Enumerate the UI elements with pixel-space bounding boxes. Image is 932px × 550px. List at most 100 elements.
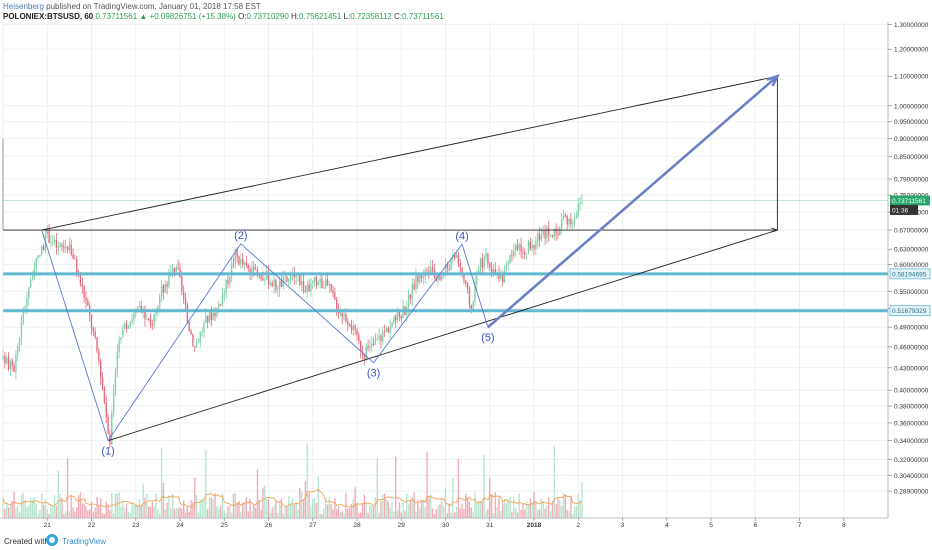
volume-bar bbox=[422, 499, 425, 518]
candle-body bbox=[437, 275, 439, 281]
volume-bar bbox=[46, 509, 48, 518]
volume-bar bbox=[535, 502, 537, 518]
candle-body bbox=[476, 274, 478, 284]
volume-bar bbox=[4, 508, 6, 518]
volume-bar bbox=[553, 446, 555, 518]
volume-bar bbox=[277, 513, 279, 518]
volume-bar bbox=[328, 496, 331, 518]
candle-body bbox=[319, 278, 321, 283]
volume-bar bbox=[225, 513, 227, 518]
candle-body bbox=[431, 267, 434, 271]
volume-bar bbox=[68, 511, 71, 518]
candle-body bbox=[391, 322, 393, 327]
volume-bar bbox=[538, 509, 541, 518]
volume-bar bbox=[234, 492, 237, 518]
volume-bar bbox=[402, 502, 404, 518]
candle-body bbox=[70, 244, 72, 255]
volume-bar bbox=[258, 500, 260, 518]
candle-body bbox=[465, 280, 467, 284]
volume-bar bbox=[118, 492, 120, 518]
wave-label: (2) bbox=[234, 230, 247, 242]
tradingview-brand[interactable]: TradingView bbox=[62, 537, 107, 546]
candle-body bbox=[240, 259, 242, 265]
candle-body bbox=[166, 284, 168, 287]
candle-body bbox=[219, 304, 222, 306]
candle-body bbox=[63, 246, 65, 249]
volume-bar bbox=[378, 512, 380, 518]
time-tick-label: 6 bbox=[753, 522, 757, 529]
time-tick-label: 22 bbox=[88, 522, 96, 529]
candle-body bbox=[459, 263, 461, 268]
volume-bar bbox=[41, 493, 43, 518]
time-tick-label: 3 bbox=[621, 522, 625, 529]
volume-bar bbox=[492, 512, 495, 518]
volume-bar bbox=[413, 492, 415, 518]
volume-bar bbox=[383, 493, 386, 518]
candle-body bbox=[507, 263, 509, 265]
candle-body bbox=[396, 311, 399, 321]
candle-body bbox=[4, 355, 6, 364]
candle-body bbox=[159, 296, 161, 307]
channel-upper-line bbox=[41, 75, 778, 231]
volume-bar bbox=[501, 501, 504, 518]
volume-bar bbox=[203, 499, 205, 518]
volume-bar bbox=[347, 508, 349, 518]
volume-bar bbox=[50, 505, 52, 518]
volume-bar bbox=[430, 494, 432, 518]
volume-bar bbox=[7, 507, 10, 518]
candle-body bbox=[260, 275, 262, 279]
candle-body bbox=[164, 284, 166, 293]
candle-body bbox=[513, 251, 515, 257]
publish-line: Heisenberg published on TradingView.com,… bbox=[3, 2, 261, 12]
candle-body bbox=[332, 290, 334, 293]
price-tag-countdown bbox=[890, 204, 918, 215]
volume-bar bbox=[223, 510, 225, 518]
time-tick-label: 4 bbox=[665, 522, 669, 529]
candle-body bbox=[463, 274, 465, 281]
candle-body bbox=[374, 339, 377, 345]
volume-bar bbox=[426, 451, 428, 518]
volume-bar bbox=[404, 511, 406, 518]
volume-bar bbox=[363, 494, 366, 518]
candle-body bbox=[328, 284, 331, 286]
volume-bar bbox=[278, 501, 281, 518]
volume-bar bbox=[356, 502, 358, 518]
volume-bar bbox=[472, 512, 474, 518]
volume-bar bbox=[219, 506, 222, 518]
volume-bar bbox=[238, 500, 240, 518]
candle-body bbox=[229, 277, 231, 284]
volume-bar bbox=[90, 501, 93, 518]
volume-bar bbox=[406, 493, 408, 518]
volume-bar bbox=[505, 503, 508, 518]
candle-body bbox=[61, 244, 63, 247]
candle-body bbox=[133, 313, 135, 320]
candle-body bbox=[13, 365, 15, 372]
volume-bar bbox=[288, 495, 290, 518]
candle-body bbox=[269, 282, 272, 285]
volume-bar bbox=[103, 513, 106, 518]
candle-body bbox=[483, 257, 485, 268]
volume-bar bbox=[525, 501, 528, 518]
volume-bar bbox=[125, 503, 128, 518]
time-tick-label: 26 bbox=[265, 522, 273, 529]
tradingview-logo-icon[interactable] bbox=[46, 534, 58, 546]
candle-body bbox=[230, 263, 233, 278]
volume-bar bbox=[291, 498, 294, 518]
volume-bar bbox=[533, 492, 535, 518]
candle-body bbox=[212, 312, 214, 321]
volume-bar bbox=[516, 512, 519, 518]
time-tick-label: 31 bbox=[486, 522, 494, 529]
candle-body bbox=[393, 316, 395, 323]
candle-body bbox=[289, 274, 292, 279]
candle-body bbox=[479, 258, 482, 271]
time-tick-label: 8 bbox=[842, 522, 846, 529]
author-link[interactable]: Heisenberg bbox=[3, 2, 44, 11]
candle-body bbox=[195, 342, 198, 348]
volume-bar bbox=[192, 502, 194, 518]
volume-bar bbox=[76, 507, 78, 518]
candle-body bbox=[96, 337, 98, 352]
volume-bar bbox=[395, 456, 397, 518]
volume-bar bbox=[326, 504, 329, 518]
volume-bar bbox=[361, 504, 364, 518]
